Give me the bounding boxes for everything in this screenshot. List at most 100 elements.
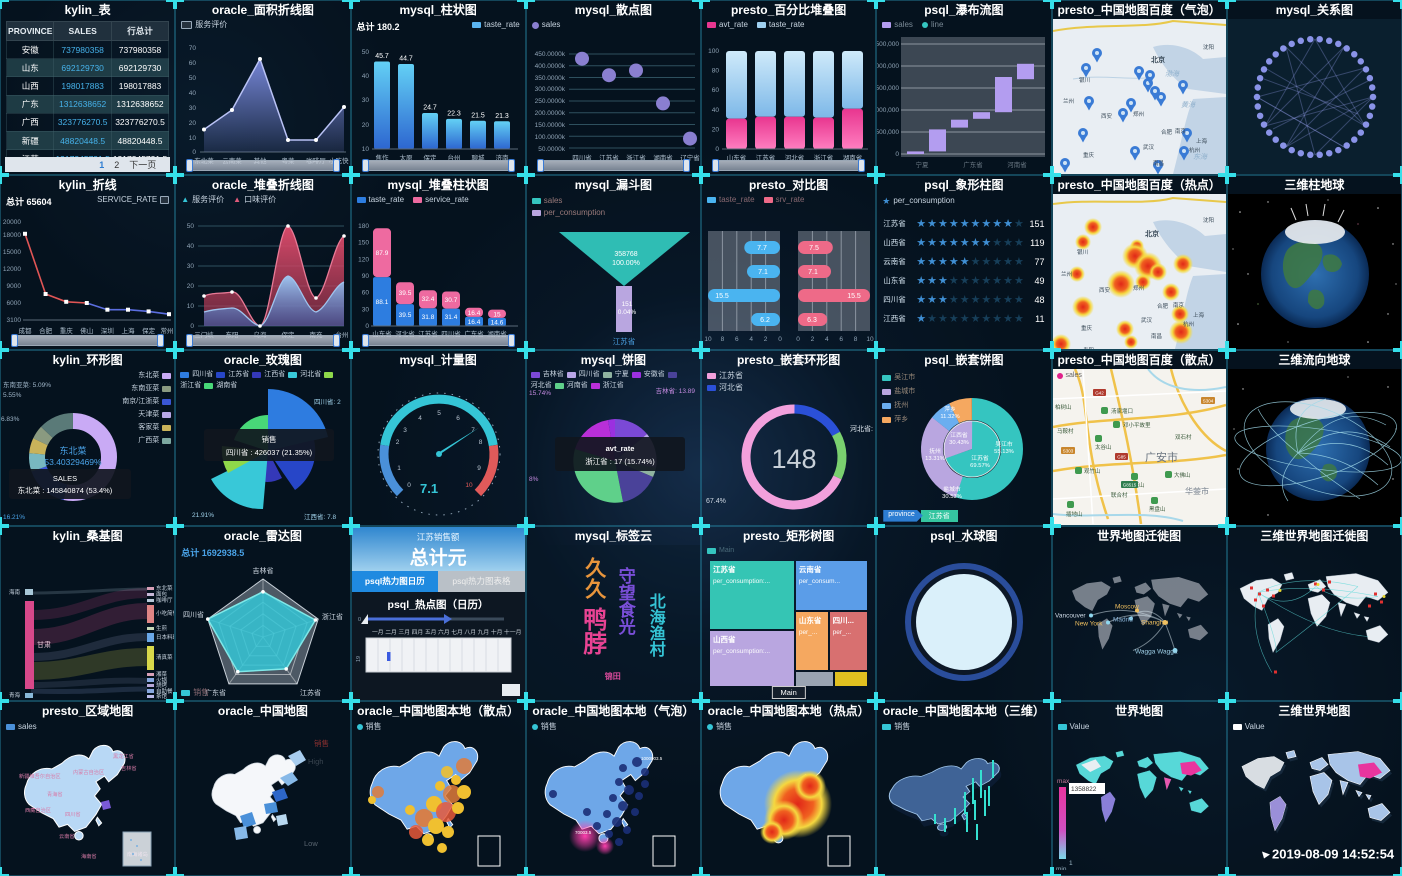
china-scatter-map[interactable] (352, 720, 525, 875)
legend-label[interactable]: line (930, 20, 944, 29)
legend-item[interactable]: sales (1056, 371, 1082, 381)
globe-3d[interactable] (1228, 194, 1401, 349)
range-slider[interactable] (360, 613, 504, 624)
legend-item[interactable]: Main (707, 546, 734, 556)
china-choropleth[interactable]: 销售 High Low (176, 720, 349, 875)
legend-label[interactable]: 江西省 (264, 371, 286, 379)
legend-swatch[interactable] (356, 197, 366, 204)
next-page-button[interactable]: 下一页 (129, 160, 157, 171)
legend-item[interactable]: 吴江市 (882, 373, 915, 383)
legend-label[interactable]: 服务评价 (192, 195, 225, 205)
calendar-heatmap[interactable]: psql_热点图（日历） 0 一月 二月 三月 四月 五月 六月 七月 八月 九… (352, 592, 525, 700)
ring-chart[interactable]: 148 河北省: 67.4% (702, 369, 875, 524)
migration-map[interactable]: Vancouver New York Moscow Madrid Shangha… (1053, 545, 1226, 690)
legend-item[interactable]: ★ per_consumption (882, 196, 955, 207)
legend-item[interactable]: 销售 (531, 722, 557, 732)
legend-swatch[interactable] (554, 383, 564, 390)
wordcloud-word[interactable]: 守望食光 (615, 566, 635, 635)
legend-label[interactable]: 浙江省 (602, 382, 624, 390)
legend-item[interactable]: sales (531, 196, 562, 206)
data-table[interactable]: PROVINCE SALES 行总计 安徽 737980358 737980358 山东… (6, 21, 170, 169)
legend-item[interactable]: 广西菜 (122, 436, 172, 446)
legend-swatch[interactable] (631, 372, 641, 379)
legend-item[interactable]: 南京/江浙菜 (122, 397, 172, 407)
legend-item[interactable]: 河北省 (707, 383, 743, 393)
legend-swatch[interactable] (566, 372, 576, 379)
table-row[interactable]: 山西 198017883 198017883 (6, 76, 170, 96)
legend-item[interactable]: 销售 (181, 688, 209, 698)
legend-item[interactable]: Value (1232, 722, 1265, 732)
legend-swatch[interactable] (288, 372, 298, 379)
region-map[interactable]: 黑龙江省 新疆维吾尔自治区 内蒙古自治区 吉林省 青海省 西藏自治区 四川省 云… (1, 720, 174, 875)
breadcrumb-current[interactable]: 江苏省 (920, 509, 958, 522)
legend-swatch[interactable] (756, 22, 766, 28)
waterfall-chart[interactable]: 2,500,000 2,000,000 1,500,000 1,000,000 500,… (877, 19, 1050, 174)
legend-label[interactable]: avt_rate (719, 20, 748, 29)
treemap-cell[interactable] (795, 671, 834, 686)
legend-item[interactable]: sales (6, 722, 37, 732)
legend-swatch[interactable] (530, 372, 540, 379)
page-2[interactable]: 2 (114, 159, 120, 170)
legend-label[interactable]: service_rate (425, 195, 469, 205)
pie-chart[interactable]: 吉林省: 13.89 15.74% 8% avt_rate 浙江省 : 17 (15… (527, 369, 700, 524)
legend-label[interactable]: 宁夏 (614, 371, 629, 379)
wordcloud-word[interactable]: 久久 (582, 556, 606, 599)
legend-label[interactable]: srv_rate (775, 195, 805, 205)
liquid-gauge[interactable] (904, 563, 1023, 682)
legend-swatch[interactable] (707, 197, 716, 204)
legend-swatch[interactable] (204, 383, 214, 390)
bar-chart[interactable]: 50 40 30 20 10 45.7 44.7 24.7 22.3 21.5 21.3 焦作 太原… (352, 31, 525, 171)
legend-swatch[interactable] (667, 372, 677, 379)
wordcloud-word[interactable]: 锦田 (604, 671, 621, 681)
legend-label[interactable]: taste_rate (768, 20, 805, 29)
legend-swatch[interactable] (602, 372, 612, 379)
legend-label[interactable]: 河北省 (300, 371, 322, 379)
legend-label[interactable]: taste_rate (719, 195, 755, 205)
legend-label[interactable]: taste_rate (368, 195, 405, 205)
world-map[interactable]: max 1358822 1 min (1053, 720, 1226, 870)
legend-item[interactable]: Value (1057, 722, 1089, 732)
scatter-chart[interactable]: 450.0000k 400.0000k 350.0000k 300.0000k 250.… (527, 30, 700, 170)
table-row[interactable]: 广西 323776270.5 323776270.5 (6, 112, 170, 132)
pictorial-row[interactable]: 云南省 ★★★★★ ★★★★★ 77 (883, 256, 1045, 269)
legend-label[interactable]: 浙江省 (180, 382, 202, 390)
datazoom-slider[interactable] (186, 159, 340, 173)
legend-item[interactable]: 销售 (707, 722, 732, 732)
treemap-cell[interactable]: 山东省 per_... (795, 611, 828, 670)
treemap[interactable]: 江苏省 per_consumption:... 山西省 per_consumptio… (710, 560, 868, 686)
legend-swatch[interactable]: ▲ (181, 195, 190, 205)
radar-chart[interactable]: 吉林省 浙江省 江苏省 广东省 四川省 (176, 545, 349, 700)
datazoom-slider[interactable] (711, 159, 866, 173)
baidu-heatmap[interactable]: 北京 沈阳银川兰州西安郑州合肥南京上海杭州武汉重庆贵阳南昌福州 (1052, 194, 1226, 350)
pictorial-row[interactable]: 江苏省 ★★★★★★★★★ ★ 151 (883, 218, 1045, 231)
legend-item[interactable]: 盐城市 (882, 387, 915, 397)
table-row[interactable]: 山东 692129730 692129730 (6, 58, 170, 78)
flow-globe[interactable] (1228, 369, 1401, 524)
legend-label[interactable]: 江苏省 (228, 371, 250, 379)
treemap-cell[interactable] (835, 671, 868, 686)
stacked-bar-chart[interactable]: 100 80 60 40 20 0 山东省 江苏省 河北省 浙江省 湖南省 (702, 31, 875, 171)
line-chart[interactable]: 20000 18000 15000 12000 9000 6000 3100 成都 合肥 重庆佛… (1, 206, 174, 346)
china-3d-map[interactable] (877, 720, 1050, 875)
rose-chart[interactable]: 四川省: 2 21.91% 江西省: 7.8 销售 四川省 : 426037 (21… (176, 369, 349, 524)
legend-swatch[interactable] (590, 383, 600, 390)
wordcloud-word[interactable]: 北海渔村 (646, 592, 664, 657)
legend-item[interactable]: 天津菜 (122, 410, 172, 420)
breadcrumb-root[interactable]: province (883, 509, 923, 522)
legend-item[interactable]: 客家菜 (122, 423, 172, 433)
datazoom-slider[interactable] (536, 159, 691, 173)
legend-item[interactable]: 东北菜 (122, 371, 172, 381)
legend-item[interactable]: 萍乡 (882, 415, 915, 425)
table-row[interactable]: 广东 1312638652 1312638652 (6, 94, 170, 114)
legend-swatch[interactable] (921, 22, 928, 28)
legend-swatch[interactable] (763, 197, 773, 204)
legend-item[interactable]: 东南亚菜 (122, 384, 172, 394)
legend-item[interactable]: 服务评价 (181, 20, 227, 30)
china-bubble-map[interactable]: 1000003.5 70003.5 (527, 720, 700, 875)
legend-swatch[interactable] (707, 22, 716, 28)
migration-map-3d[interactable] (1228, 545, 1401, 700)
legend-label[interactable]: 河北省 (530, 382, 552, 390)
